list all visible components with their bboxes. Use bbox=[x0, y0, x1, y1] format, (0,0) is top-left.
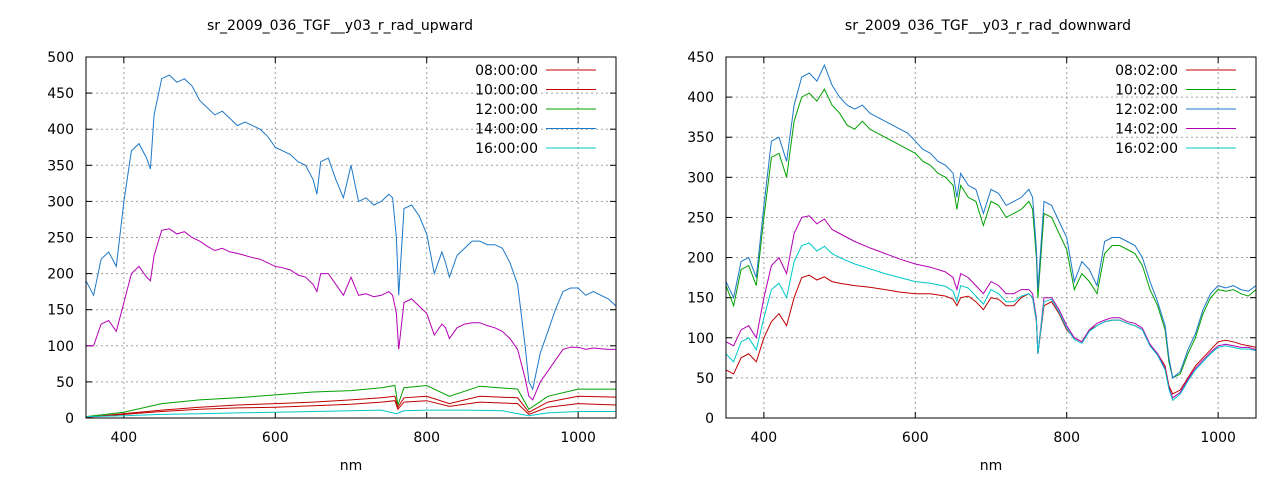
legend-label: 14:00:00 bbox=[475, 122, 538, 138]
series-line-4 bbox=[86, 74, 616, 391]
chart-title: sr_2009_036_TGF__y03_r_rad_upward bbox=[207, 18, 473, 34]
legend-label: 16:00:00 bbox=[475, 141, 538, 157]
series-line-5 bbox=[726, 242, 1256, 402]
series-line-1 bbox=[726, 274, 1256, 395]
y-tick-label: 100 bbox=[47, 339, 74, 355]
y-tick-label: 200 bbox=[47, 267, 74, 283]
x-tick-label: 1000 bbox=[560, 430, 596, 446]
plot-frame bbox=[725, 56, 1257, 419]
y-tick-label: 300 bbox=[47, 194, 74, 210]
y-tick-label: 100 bbox=[687, 331, 714, 347]
x-tick-label: 1000 bbox=[1200, 430, 1236, 446]
legend-label: 10:00:00 bbox=[475, 83, 538, 99]
x-tick-label: 800 bbox=[413, 430, 440, 446]
legend-label: 16:02:00 bbox=[1115, 141, 1178, 157]
legend-label: 08:02:00 bbox=[1115, 63, 1178, 79]
x-tick-label: 600 bbox=[902, 430, 929, 446]
series-line-5 bbox=[86, 409, 616, 418]
x-tick-label: 800 bbox=[1053, 430, 1080, 446]
chart-2: sr_2009_036_TGF__y03_r_rad_downward 400 60… bbox=[687, 18, 1257, 474]
y-tick-label: 400 bbox=[47, 122, 74, 138]
y-tick-label: 50 bbox=[696, 371, 714, 387]
chart-title: sr_2009_036_TGF__y03_r_rad_downward bbox=[845, 18, 1131, 34]
series-line-6 bbox=[86, 228, 616, 401]
series-line-3 bbox=[726, 63, 1256, 379]
y-tick-label: 450 bbox=[47, 86, 74, 102]
series-group bbox=[86, 74, 616, 418]
y-tick-label: 400 bbox=[687, 90, 714, 106]
legend-label: 14:02:00 bbox=[1115, 122, 1178, 138]
series-line-1 bbox=[86, 400, 616, 418]
x-axis-label: nm bbox=[340, 458, 363, 474]
y-tick-label: 50 bbox=[56, 375, 74, 391]
legend-label: 10:02:00 bbox=[1115, 83, 1178, 99]
x-axis-label: nm bbox=[980, 458, 1003, 474]
y-tick-label: 250 bbox=[687, 210, 714, 226]
x-tick-label: 400 bbox=[110, 430, 137, 446]
y-tick-label: 0 bbox=[705, 411, 714, 427]
y-tick-label: 450 bbox=[687, 50, 714, 66]
y-tick-label: 500 bbox=[47, 50, 74, 66]
y-tick-label: 0 bbox=[65, 411, 74, 427]
legend-label: 08:00:00 bbox=[475, 63, 538, 79]
legend-label: 12:02:00 bbox=[1115, 102, 1178, 118]
x-tick-label: 600 bbox=[262, 430, 289, 446]
y-tick-label: 150 bbox=[687, 291, 714, 307]
y-tick-label: 150 bbox=[47, 303, 74, 319]
chart-1: sr_2009_036_TGF__y03_r_rad_upward 400 600 8… bbox=[47, 18, 617, 474]
series-line-3 bbox=[86, 384, 616, 418]
y-tick-label: 200 bbox=[687, 251, 714, 267]
plot-frame bbox=[85, 56, 617, 419]
x-tick-label: 400 bbox=[750, 430, 777, 446]
y-tick-label: 350 bbox=[47, 158, 74, 174]
series-group bbox=[726, 63, 1256, 402]
series-line-2 bbox=[86, 395, 616, 418]
legend-label: 12:00:00 bbox=[475, 102, 538, 118]
y-tick-label: 350 bbox=[687, 130, 714, 146]
y-tick-label: 250 bbox=[47, 231, 74, 247]
y-tick-label: 300 bbox=[687, 170, 714, 186]
series-line-4 bbox=[726, 215, 1256, 399]
